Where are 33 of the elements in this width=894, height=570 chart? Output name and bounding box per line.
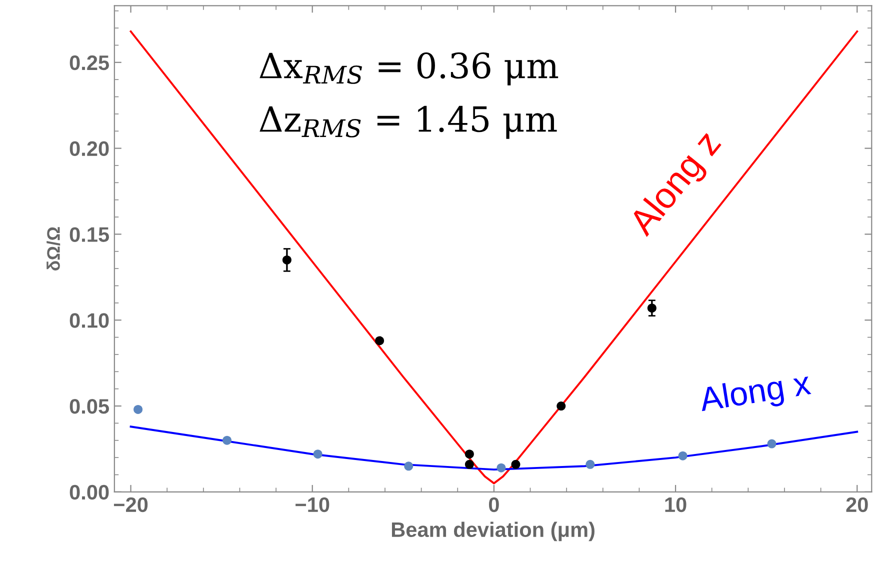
annotation: Δz$_{RMS}$ = 1.45 μm	[260, 106, 557, 139]
y-tick-label: 0.15	[70, 227, 109, 242]
point	[404, 462, 414, 471]
line-series	[130, 30, 858, 484]
x-tick-label: −20	[114, 497, 148, 512]
text: Along x	[698, 370, 812, 418]
point	[464, 450, 474, 459]
point	[678, 451, 688, 460]
y-tick-label: 0.10	[70, 313, 109, 328]
x-tick-label: −10	[296, 497, 330, 512]
y-tick-label: 0.25	[70, 55, 109, 70]
point	[511, 460, 520, 469]
point	[375, 336, 384, 346]
point	[496, 463, 506, 472]
point	[586, 460, 595, 469]
y-tick-label: 0.20	[70, 141, 109, 156]
y-axis-title: δΩ/Ω	[46, 227, 60, 271]
y-tick-label: 0.05	[70, 399, 109, 414]
point	[556, 402, 566, 411]
point	[767, 439, 776, 448]
point	[282, 255, 292, 264]
x-tick-label: 20	[846, 497, 868, 512]
point	[134, 404, 143, 414]
line-series	[130, 426, 858, 471]
point	[464, 460, 474, 469]
x-tick-label: 10	[665, 497, 686, 512]
point	[647, 304, 656, 313]
x-tick-label: 0	[488, 497, 499, 512]
x-axis-title: Beam deviation (μm)	[392, 522, 594, 542]
annotation: Δx$_{RMS}$ = 0.36 μm	[260, 52, 558, 86]
y-tick-label: 0.00	[70, 484, 109, 500]
point	[313, 450, 322, 459]
point	[222, 436, 232, 445]
